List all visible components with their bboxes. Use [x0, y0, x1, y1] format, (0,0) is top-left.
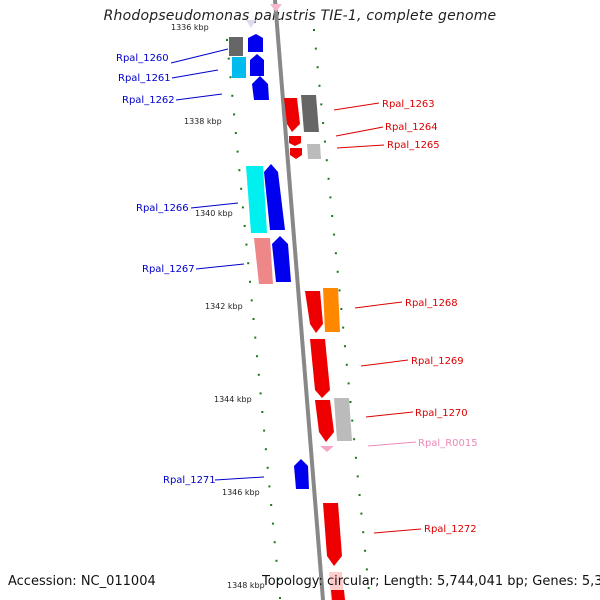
kbp-label-1336: 1336 kbp	[171, 23, 209, 32]
tick-marks	[226, 29, 370, 599]
partial-gene-top-right[interactable]	[270, 4, 282, 12]
label-rpal-1263[interactable]: Rpal_1263	[382, 99, 435, 110]
gene-rpal-1266[interactable]	[246, 164, 285, 233]
kbp-label-1346: 1346 kbp	[222, 488, 260, 497]
kbp-label-1348: 1348 kbp	[227, 581, 265, 590]
label-rpal-1270[interactable]: Rpal_1270	[415, 408, 468, 419]
kbp-label-1340: 1340 kbp	[195, 209, 233, 218]
gene-rpal-1261[interactable]	[232, 54, 264, 78]
genome-title: Rhodopseudomonas palustris TIE-1, comple…	[103, 8, 497, 24]
genome-backbone	[273, 0, 325, 600]
label-rpal-1266[interactable]: Rpal_1266	[136, 203, 189, 214]
kbp-label-1344: 1344 kbp	[214, 395, 252, 404]
gene-rpal-1269[interactable]	[310, 339, 330, 398]
label-rpal-1261[interactable]: Rpal_1261	[118, 73, 171, 84]
kbp-label-1338: 1338 kbp	[184, 117, 222, 126]
kbp-label-1342: 1342 kbp	[205, 302, 243, 311]
label-rpal-1272[interactable]: Rpal_1272	[424, 524, 477, 535]
label-rpal-1269[interactable]: Rpal_1269	[411, 356, 464, 367]
partial-gene-top-left[interactable]	[246, 20, 256, 28]
gene-rpal-1270[interactable]	[315, 398, 352, 442]
gene-rpal-1264[interactable]	[289, 136, 301, 146]
label-rpal-1264[interactable]: Rpal_1264	[385, 122, 438, 133]
label-rpal-1271[interactable]: Rpal_1271	[163, 475, 216, 486]
gene-rpal-1263[interactable]	[284, 95, 319, 132]
gene-rpal-1265[interactable]	[290, 144, 321, 159]
label-rpal-1260[interactable]: Rpal_1260	[116, 53, 169, 64]
gene-rpal-1268[interactable]	[305, 288, 340, 333]
gene-rpal-1267[interactable]	[254, 236, 291, 284]
label-rpal-1267[interactable]: Rpal_1267	[142, 264, 195, 275]
topology-summary: Topology: circular; Length: 5,744,041 bp…	[262, 574, 600, 589]
gene-rpal-1260[interactable]	[229, 34, 263, 56]
label-rpal-r0015[interactable]: Rpal_R0015	[418, 438, 478, 449]
partial-gene-bottom[interactable]	[329, 572, 345, 600]
label-rpal-1262[interactable]: Rpal_1262	[122, 95, 175, 106]
label-rpal-1265[interactable]: Rpal_1265	[387, 140, 440, 151]
label-rpal-1268[interactable]: Rpal_1268	[405, 298, 458, 309]
gene-rpal-r0015[interactable]	[320, 446, 334, 452]
gene-rpal-1272[interactable]	[323, 503, 342, 566]
accession-text: Accession: NC_011004	[8, 574, 156, 589]
gene-rpal-1271[interactable]	[294, 459, 309, 489]
gene-rpal-1262[interactable]	[252, 76, 269, 100]
